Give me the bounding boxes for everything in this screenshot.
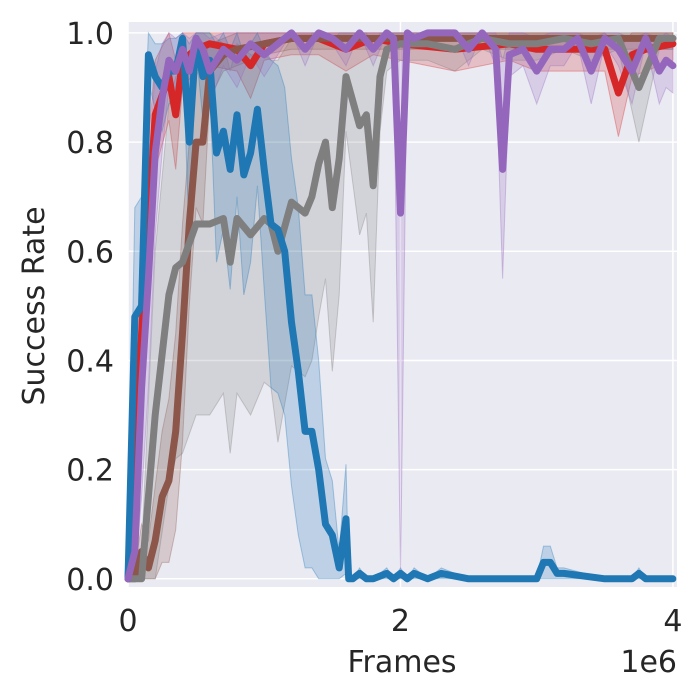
- x-axis-label: Frames: [347, 645, 456, 680]
- x-tick-labels: 0 2 4: [118, 604, 682, 639]
- series-4-line: [124, 29, 677, 583]
- y-tick-label: 1.0: [66, 17, 114, 52]
- y-tick-label: 0.2: [66, 454, 114, 489]
- x-tick-label: 0: [118, 604, 137, 639]
- y-tick-labels: 0.0 0.2 0.4 0.6 0.8 1.0: [66, 17, 114, 598]
- y-axis-label: Success Rate: [17, 206, 52, 405]
- y-tick-label: 0.0: [66, 563, 114, 598]
- y-tick-label: 0.4: [66, 344, 114, 379]
- y-tick-label: 0.6: [66, 235, 114, 270]
- x-tick-label: 4: [663, 604, 682, 639]
- y-tick-label: 0.8: [66, 126, 114, 161]
- x-tick-label: 2: [391, 604, 410, 639]
- series-2-line: [124, 34, 677, 583]
- series-3-line: [124, 34, 677, 583]
- series-lines: [124, 29, 677, 583]
- x-offset-label: 1e6: [620, 645, 677, 680]
